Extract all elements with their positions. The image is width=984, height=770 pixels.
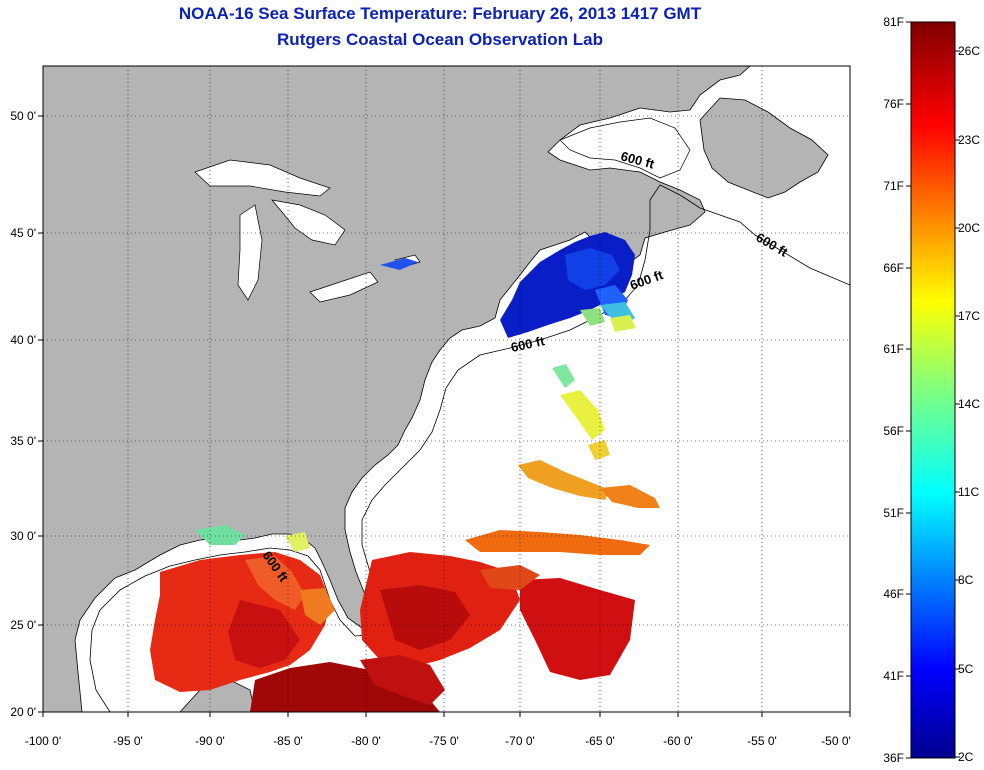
lat-tick-label: 40 0' xyxy=(10,333,36,347)
lon-tick-label: -85 0' xyxy=(273,734,303,748)
colorbar-c-label: 26C xyxy=(958,44,980,58)
colorbar-f-label: 36F xyxy=(883,751,904,765)
isobath-600ft xyxy=(89,184,850,712)
colorbar-f-label: 51F xyxy=(883,506,904,520)
colorbar-c-label: 11C xyxy=(958,485,979,499)
latitude-labels: 20 0' 25 0' 30 0' 35 0' 40 0' 45 0' 50 0… xyxy=(10,109,36,719)
colorbar-c-label: 17C xyxy=(958,309,980,323)
lat-tick-label: 45 0' xyxy=(10,226,36,240)
lon-tick-label: -95 0' xyxy=(113,734,143,748)
colorbar-f-label: 41F xyxy=(883,669,904,683)
longitude-labels: -100 0' -95 0' -90 0' -85 0' -80 0' -75 … xyxy=(25,734,851,748)
lon-tick-label: -90 0' xyxy=(195,734,225,748)
isobath-label: 600 ft xyxy=(510,333,547,355)
lon-tick-label: -100 0' xyxy=(25,734,61,748)
lat-tick-label: 30 0' xyxy=(10,529,36,543)
graticule xyxy=(43,66,850,712)
lon-tick-label: -60 0' xyxy=(663,734,693,748)
land-yucatan xyxy=(179,679,256,712)
colorbar-f-label: 61F xyxy=(883,342,904,356)
colorbar-f-label: 46F xyxy=(883,587,904,601)
lon-tick-label: -75 0' xyxy=(429,734,459,748)
map-title: NOAA-16 Sea Surface Temperature: Februar… xyxy=(178,4,702,23)
land-north-america xyxy=(43,66,751,712)
colorbar-c-label: 5C xyxy=(958,662,974,676)
colorbar-c-label: 2C xyxy=(958,750,974,764)
axis-ticks xyxy=(38,115,851,717)
map-subtitle: Rutgers Coastal Ocean Observation Lab xyxy=(277,30,603,49)
colorbar-f-label: 66F xyxy=(883,261,904,275)
colorbar-c-label: 14C xyxy=(958,397,980,411)
lon-tick-label: -55 0' xyxy=(747,734,777,748)
lon-tick-label: -50 0' xyxy=(821,734,851,748)
color-bar: 81F 76F 71F 66F 61F 56F 51F 46F 41F 36F … xyxy=(883,15,980,765)
colorbar-f-label: 76F xyxy=(883,97,904,111)
colorbar-c-label: 20C xyxy=(958,221,980,235)
gulf-st-lawrence xyxy=(559,117,691,179)
map-frame xyxy=(42,65,851,713)
lon-tick-label: -70 0' xyxy=(505,734,535,748)
great-lakes xyxy=(194,159,421,303)
lat-tick-label: 25 0' xyxy=(10,618,36,632)
colorbar-f-label: 71F xyxy=(883,179,904,193)
colorbar-c-label: 23C xyxy=(958,133,980,147)
color-bar-gradient xyxy=(910,21,956,759)
lat-tick-label: 50 0' xyxy=(10,109,36,123)
land-newfoundland xyxy=(699,97,829,199)
lat-tick-label: 35 0' xyxy=(10,434,36,448)
lon-tick-label: -65 0' xyxy=(585,734,615,748)
sst-data-patches xyxy=(150,232,660,712)
colorbar-f-label: 56F xyxy=(883,424,904,438)
lon-tick-label: -80 0' xyxy=(351,734,381,748)
colorbar-f-label: 81F xyxy=(883,15,904,29)
colorbar-c-label: 8C xyxy=(958,573,974,587)
lat-tick-label: 20 0' xyxy=(10,705,36,719)
